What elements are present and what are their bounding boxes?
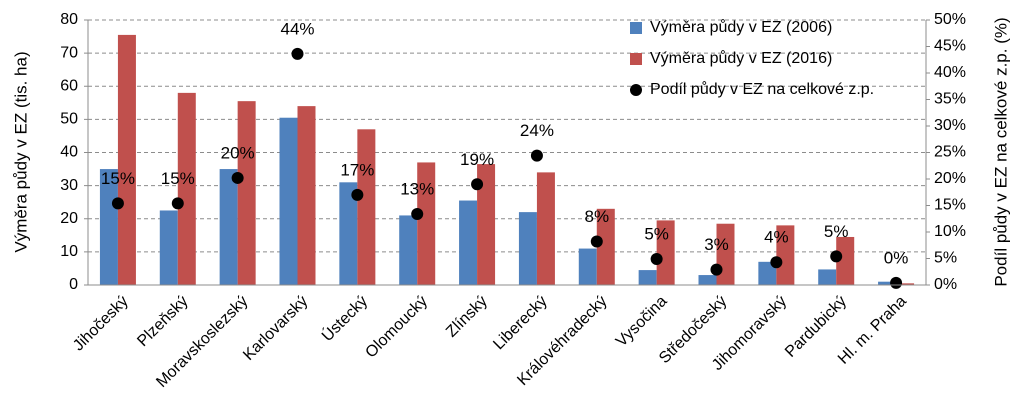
data-label: 0% <box>884 248 909 267</box>
y2-tick-label: 10% <box>934 223 966 240</box>
point <box>890 276 903 289</box>
data-label: 4% <box>764 228 789 247</box>
bar <box>896 283 915 285</box>
data-label: 5% <box>824 222 849 241</box>
y2-tick-label: 45% <box>934 38 966 55</box>
legend-label: Podíl půdy v EZ na celkové z.p. <box>650 80 874 98</box>
y2-axis-title: Podíl půdy v EZ na celkové z.p. (%) <box>991 17 1010 286</box>
point <box>231 171 244 184</box>
bar <box>716 223 735 285</box>
bar <box>417 162 436 285</box>
point <box>471 178 484 191</box>
y-tick-label: 20 <box>60 210 78 227</box>
bar <box>656 220 675 285</box>
bar <box>758 261 777 285</box>
data-label: 13% <box>400 179 434 198</box>
bar <box>459 200 478 285</box>
point <box>411 207 424 220</box>
point <box>770 256 783 269</box>
y2-tick-label: 35% <box>934 91 966 108</box>
data-label: 24% <box>520 121 554 140</box>
bar <box>117 34 136 285</box>
y-tick-label: 10 <box>60 243 78 260</box>
x-tick-label: Karlovarský <box>240 293 311 364</box>
y-tick-label: 0 <box>69 276 78 293</box>
bar <box>159 210 178 285</box>
bar <box>698 275 717 285</box>
y-tick-label: 80 <box>60 11 78 28</box>
bar <box>638 270 657 285</box>
point <box>710 263 723 276</box>
bar <box>279 117 298 285</box>
point <box>351 188 364 201</box>
bar <box>477 164 496 285</box>
bar <box>518 212 537 285</box>
data-label: 19% <box>460 150 494 169</box>
y2-tick-label: 0% <box>934 276 957 293</box>
bar <box>357 129 376 285</box>
y-tick-label: 50 <box>60 111 78 128</box>
bar <box>776 225 795 285</box>
y-tick-label: 40 <box>60 144 78 161</box>
data-label: 3% <box>704 235 729 254</box>
data-label: 44% <box>280 19 314 38</box>
bar <box>297 106 316 285</box>
legend-swatch <box>630 53 642 65</box>
data-label: 5% <box>644 225 669 244</box>
data-label: 20% <box>221 143 255 162</box>
x-tick-label: Ústecký <box>317 291 371 345</box>
bar <box>399 215 418 285</box>
y2-tick-label: 40% <box>934 64 966 81</box>
y2-tick-label: 30% <box>934 117 966 134</box>
point <box>830 250 843 263</box>
point <box>171 197 184 210</box>
x-tick-label: Olomoucký <box>362 293 431 362</box>
x-tick-label: Liberecký <box>490 293 550 353</box>
point <box>530 149 543 162</box>
point <box>650 253 663 266</box>
point <box>590 235 603 248</box>
bar <box>878 281 897 285</box>
y2-tick-label: 25% <box>934 144 966 161</box>
x-tick-label: Zlínský <box>443 293 491 341</box>
bar <box>177 92 196 285</box>
bar <box>836 236 855 285</box>
data-label: 17% <box>340 160 374 179</box>
y-tick-label: 30 <box>60 177 78 194</box>
y-tick-label: 70 <box>60 44 78 61</box>
x-tick-label: Vysočina <box>613 293 671 351</box>
bar <box>219 169 238 285</box>
legend-swatch <box>630 84 642 96</box>
bar <box>818 269 837 285</box>
legend-label: Výměra půdy v EZ (2006) <box>650 18 832 36</box>
bar <box>578 248 597 285</box>
data-label: 8% <box>584 207 609 226</box>
data-label: 15% <box>101 169 135 188</box>
y2-tick-label: 20% <box>934 170 966 187</box>
bar <box>596 208 615 285</box>
y2-tick-label: 50% <box>934 11 966 28</box>
bar <box>339 182 358 285</box>
legend-swatch <box>630 22 642 34</box>
y2-tick-label: 5% <box>934 250 957 267</box>
bar <box>99 169 118 285</box>
bar <box>536 172 555 285</box>
data-label: 15% <box>161 169 195 188</box>
point <box>111 197 124 210</box>
point <box>291 47 304 60</box>
legend-label: Výměra půdy v EZ (2016) <box>650 49 832 67</box>
bar <box>237 101 256 285</box>
x-tick-label: Jihočeský <box>70 293 132 355</box>
y-axis-title: Výměra půdy v EZ (tis. ha) <box>11 51 30 252</box>
x-tick-label: Plzeňský <box>134 293 191 350</box>
y-tick-label: 60 <box>60 77 78 94</box>
y2-tick-label: 15% <box>934 197 966 214</box>
